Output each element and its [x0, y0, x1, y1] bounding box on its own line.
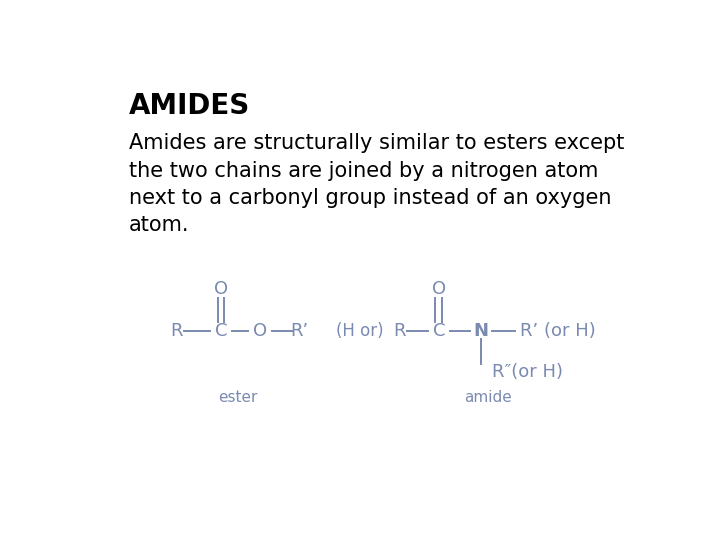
- Text: O: O: [214, 280, 228, 298]
- Text: (H or): (H or): [336, 322, 383, 340]
- Text: O: O: [253, 322, 267, 340]
- Text: C: C: [433, 322, 445, 340]
- Text: R’ (or H): R’ (or H): [520, 322, 595, 340]
- Text: R’: R’: [290, 322, 308, 340]
- Text: Amides are structurally similar to esters except
the two chains are joined by a : Amides are structurally similar to ester…: [129, 133, 624, 235]
- Text: AMIDES: AMIDES: [129, 92, 251, 120]
- Text: R″(or H): R″(or H): [492, 363, 563, 381]
- Text: O: O: [432, 280, 446, 298]
- Text: amide: amide: [464, 390, 511, 405]
- Text: R: R: [170, 322, 183, 340]
- Text: ester: ester: [218, 390, 258, 405]
- Text: N: N: [473, 322, 488, 340]
- Text: C: C: [215, 322, 228, 340]
- Text: R: R: [393, 322, 406, 340]
